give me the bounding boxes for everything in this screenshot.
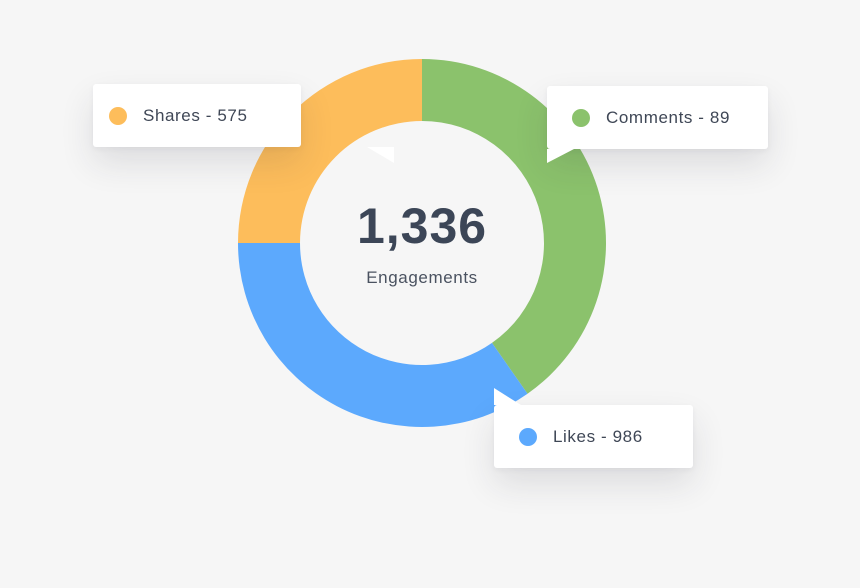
likes-callout-pointer (494, 388, 521, 405)
likes-callout: Likes - 986 (494, 388, 693, 468)
likes-callout-label: Likes - 986 (553, 426, 643, 446)
comments-legend-dot (572, 108, 590, 127)
shares-slice (238, 59, 422, 243)
total-engagements-value: 1,336 (356, 198, 488, 254)
likes-slice (238, 243, 528, 427)
comments-callout: Comments - 89 (547, 86, 768, 163)
shares-callout-pointer (367, 147, 394, 163)
shares-callout-label: Shares - 575 (143, 105, 248, 125)
likes-legend-dot (519, 427, 537, 446)
total-engagements-label: Engagements (366, 268, 478, 287)
comments-callout-pointer (547, 149, 574, 163)
comments-callout-label: Comments - 89 (606, 107, 731, 127)
shares-callout: Shares - 575 (93, 84, 394, 163)
shares-legend-dot (109, 106, 127, 125)
